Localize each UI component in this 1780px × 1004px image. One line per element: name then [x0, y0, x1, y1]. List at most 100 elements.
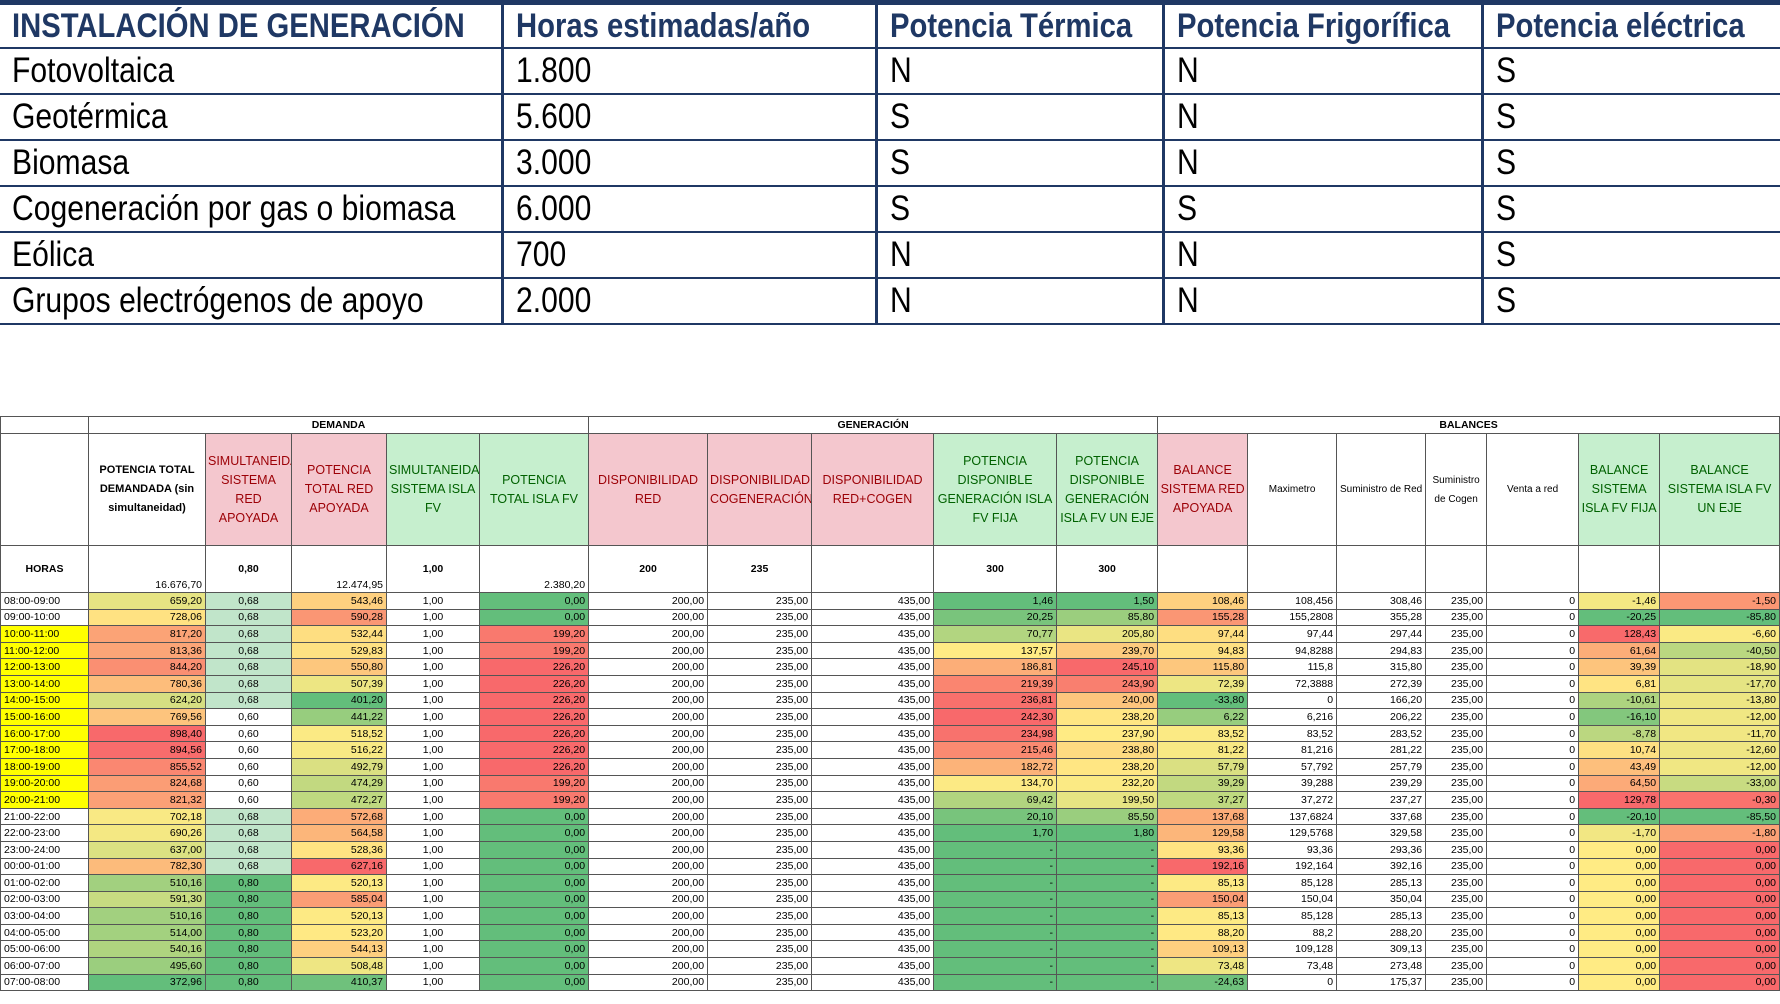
header-text: Potencia eléctrica: [1495, 6, 1745, 45]
value-cell: 0,00: [478, 890, 590, 909]
hour-cell: 02:00-03:00: [0, 890, 89, 909]
value-cell: 6,22: [1157, 708, 1249, 726]
value-cell: 435,00: [811, 674, 935, 693]
value-cell: 0,00: [1659, 957, 1780, 975]
value-cell: 528,36: [291, 840, 387, 859]
cell-text: Grupos electrógenos de apoyo: [12, 281, 424, 320]
value-cell: 435,00: [811, 757, 935, 776]
column-header: Suministro de Cogen: [1425, 433, 1488, 546]
value-cell: 520,13: [291, 874, 387, 892]
cell-text: 5.600: [515, 97, 591, 136]
value-cell: 1,00: [386, 940, 480, 959]
value-cell: 20,10: [933, 807, 1058, 826]
value-cell: 0,00: [1578, 973, 1661, 992]
column-header: DISPONIBILIDAD RED: [588, 433, 709, 546]
data-row: 06:00-07:00 495,60 0,80 508,48 1,00 0,00 200,0…: [0, 957, 1780, 975]
value-cell: 1,00: [386, 774, 480, 793]
value-cell: 0,00: [1578, 957, 1661, 975]
cell: S: [1482, 186, 1780, 233]
value-cell: 540,16: [88, 940, 206, 959]
value-cell: 73,48: [1247, 957, 1338, 975]
value-cell: 401,20: [291, 691, 387, 710]
value-cell: 1,50: [1056, 592, 1159, 610]
value-cell: 702,18: [88, 807, 206, 826]
cell: N: [1163, 140, 1484, 187]
value-cell: 435,00: [811, 641, 935, 660]
value-cell: 235,00: [707, 957, 813, 975]
header-text: Potencia Térmica: [889, 6, 1132, 45]
value-cell: 728,06: [88, 608, 206, 627]
value-cell: 297,44: [1336, 625, 1427, 643]
value-cell: 0,68: [205, 857, 292, 876]
value-cell: 85,80: [1056, 608, 1159, 627]
cell-text: S: [1176, 189, 1197, 228]
value-cell: 175,37: [1336, 973, 1427, 992]
value-cell: -: [933, 923, 1058, 942]
value-cell: 235,00: [1425, 874, 1488, 892]
value-cell: 200,00: [588, 641, 709, 660]
value-cell: 1,00: [386, 824, 480, 842]
value-cell: 0: [1486, 857, 1580, 876]
value-cell: 235,00: [1425, 658, 1488, 676]
value-cell: -20,25: [1578, 608, 1661, 627]
data-row: 00:00-01:00 782,30 0,68 627,16 1,00 0,00 200,0…: [0, 857, 1780, 876]
param-cell: 1,00: [386, 545, 480, 593]
value-cell: 237,27: [1336, 791, 1427, 809]
value-cell: 329,58: [1336, 824, 1427, 842]
data-row: 23:00-24:00 637,00 0,68 528,36 1,00 0,00 200,0…: [0, 840, 1780, 859]
value-cell: 0,80: [205, 940, 292, 959]
value-cell: 243,90: [1056, 674, 1159, 693]
value-cell: 435,00: [811, 890, 935, 909]
cell-text: N: [889, 235, 912, 274]
cell: S: [1482, 278, 1780, 325]
value-cell: 591,30: [88, 890, 206, 909]
value-cell: 372,96: [88, 973, 206, 992]
value-cell: -13,80: [1659, 691, 1780, 710]
value-cell: 0: [1486, 674, 1580, 693]
value-cell: 281,22: [1336, 741, 1427, 759]
hour-cell: 04:00-05:00: [0, 923, 89, 942]
value-cell: -24,63: [1157, 973, 1249, 992]
value-cell: 0: [1486, 741, 1580, 759]
cell-text: 6.000: [515, 189, 591, 228]
cell: 1.800: [502, 48, 878, 95]
value-cell: 235,00: [1425, 691, 1488, 710]
value-cell: 88,20: [1157, 923, 1249, 942]
data-row: 04:00-05:00 514,00 0,80 523,20 1,00 0,00 200,0…: [0, 923, 1780, 942]
value-cell: 435,00: [811, 658, 935, 676]
value-cell: -12,60: [1659, 741, 1780, 759]
value-cell: 0: [1247, 973, 1338, 992]
value-cell: 57,792: [1247, 757, 1338, 776]
hour-cell: 12:00-13:00: [0, 658, 89, 676]
value-cell: 1,00: [386, 807, 480, 826]
value-cell: 1,00: [386, 923, 480, 942]
cell: Eólica: [0, 232, 504, 279]
value-cell: 435,00: [811, 923, 935, 942]
value-cell: 0: [1486, 608, 1580, 627]
hour-cell: 10:00-11:00: [0, 625, 89, 643]
value-cell: 186,81: [933, 658, 1058, 676]
value-cell: 0,80: [205, 874, 292, 892]
data-row: 05:00-06:00 540,16 0,80 544,13 1,00 0,00 200,0…: [0, 940, 1780, 959]
value-cell: 0,00: [1659, 840, 1780, 859]
cell-text: Fotovoltaica: [12, 51, 175, 90]
value-cell: 232,20: [1056, 774, 1159, 793]
value-cell: -: [933, 973, 1058, 992]
value-cell: 0: [1486, 658, 1580, 676]
value-cell: 192,16: [1157, 857, 1249, 876]
value-cell: 200,00: [588, 857, 709, 876]
value-cell: 97,44: [1157, 625, 1249, 643]
value-cell: 508,48: [291, 957, 387, 975]
cell-text: S: [1495, 51, 1516, 90]
value-cell: 510,16: [88, 874, 206, 892]
param-cell: 300: [1056, 545, 1159, 593]
data-row: 13:00-14:00 780,36 0,68 507,39 1,00 226,20 200…: [0, 674, 1780, 693]
value-cell: 235,00: [707, 973, 813, 992]
blank-cell: [1659, 545, 1780, 593]
value-cell: 200,00: [588, 708, 709, 726]
value-cell: 0: [1486, 957, 1580, 975]
value-cell: 293,36: [1336, 840, 1427, 859]
row: Cogeneración por gas o biomasa 6.000 S S S: [0, 186, 1780, 233]
value-cell: 235,00: [1425, 807, 1488, 826]
